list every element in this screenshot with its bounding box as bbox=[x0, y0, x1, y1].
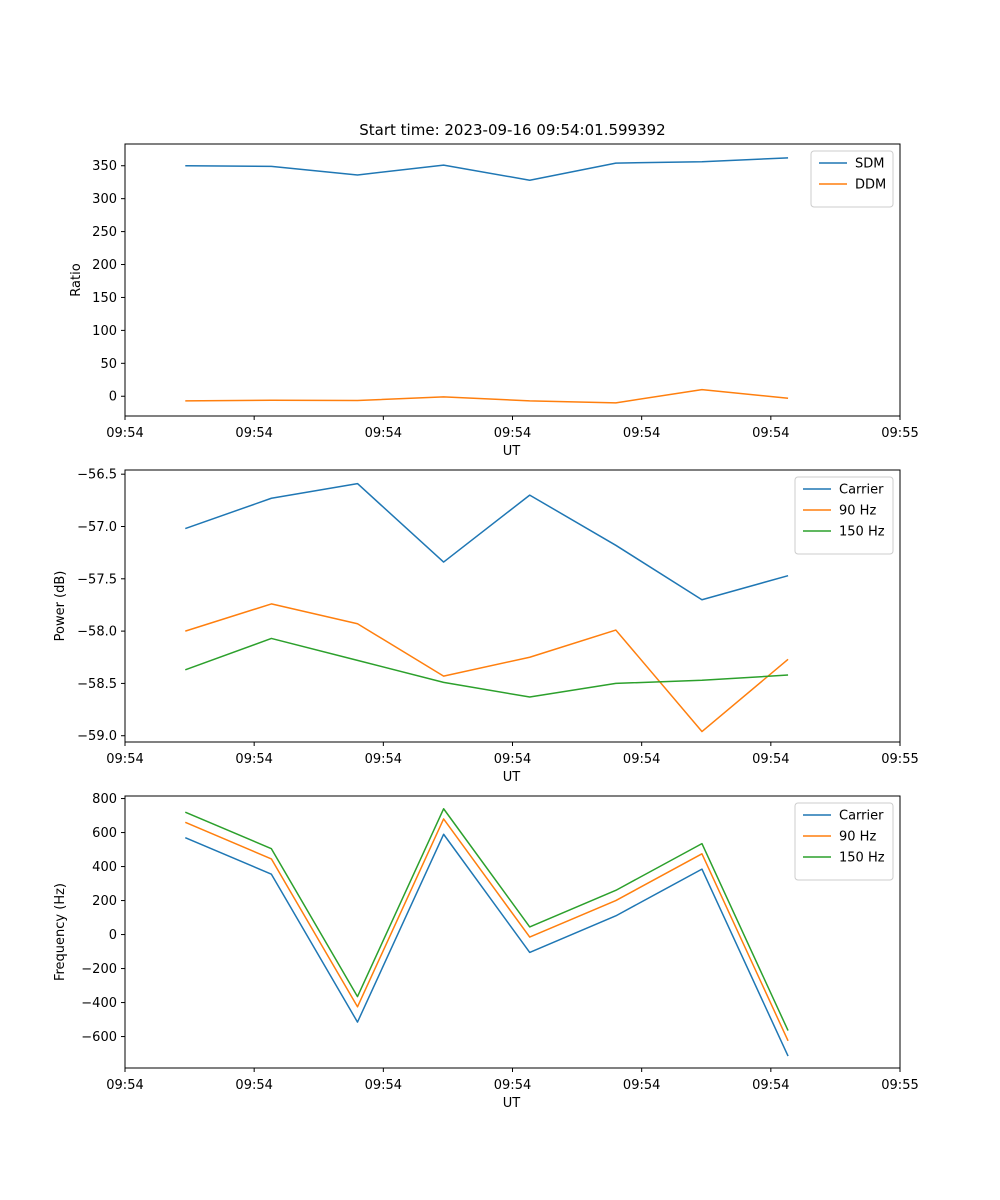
x-tick-label: 09:54 bbox=[106, 426, 143, 441]
y-tick-label: −200 bbox=[81, 962, 117, 977]
legend-label: Carrier bbox=[839, 483, 884, 498]
legend-label: SDM bbox=[855, 157, 884, 172]
legend-label: 90 Hz bbox=[839, 504, 876, 519]
legend-label: 150 Hz bbox=[839, 525, 885, 540]
x-tick-label: 09:54 bbox=[623, 1078, 660, 1093]
series-line-90-hz bbox=[184, 818, 789, 1042]
x-tick-label: 09:54 bbox=[494, 1078, 531, 1093]
legend-box bbox=[794, 476, 894, 555]
series-line-90-hz bbox=[185, 603, 789, 733]
x-tick-label: 09:55 bbox=[881, 1078, 918, 1093]
series-line-150-hz bbox=[184, 808, 789, 1031]
x-tick-label: 09:54 bbox=[365, 752, 402, 767]
y-tick-label: 600 bbox=[92, 826, 117, 841]
legend-box bbox=[794, 802, 894, 881]
y-tick-label: 400 bbox=[92, 860, 117, 875]
x-tick-label: 09:54 bbox=[365, 1078, 402, 1093]
axes-frame bbox=[124, 469, 901, 743]
series-line-sdm bbox=[185, 157, 789, 181]
chart-panel-1: Start time: 2023-09-16 09:54:01.599392 09… bbox=[69, 121, 919, 459]
x-tick-label: 09:54 bbox=[106, 1078, 143, 1093]
legend-label: DDM bbox=[855, 178, 886, 193]
y-tick-label: −600 bbox=[81, 1030, 117, 1045]
series-line-carrier bbox=[185, 482, 789, 601]
y-tick-label: −57.0 bbox=[77, 520, 117, 535]
y-tick-label: 800 bbox=[92, 792, 117, 807]
x-tick-label: 09:54 bbox=[365, 426, 402, 441]
x-tick-label: 09:54 bbox=[752, 752, 789, 767]
series-line-150-hz bbox=[185, 637, 789, 698]
x-tick-label: 09:54 bbox=[623, 426, 660, 441]
chart-title: Start time: 2023-09-16 09:54:01.599392 bbox=[359, 121, 665, 139]
y-tick-label: 200 bbox=[92, 258, 117, 273]
legend-label: Carrier bbox=[839, 809, 884, 824]
legend: SDM DDM bbox=[810, 150, 894, 208]
axes-frame bbox=[124, 143, 901, 417]
legend: Carrier 90 Hz 150 Hz bbox=[794, 476, 894, 555]
legend-label: 90 Hz bbox=[839, 830, 876, 845]
y-tick-label: −56.5 bbox=[77, 468, 117, 483]
y-axis-label: Ratio bbox=[69, 263, 84, 296]
axes-frame bbox=[124, 795, 901, 1069]
x-tick-label: 09:54 bbox=[494, 426, 531, 441]
x-tick-label: 09:54 bbox=[106, 752, 143, 767]
y-axis-label: Power (dB) bbox=[53, 571, 68, 642]
x-tick-label: 09:54 bbox=[235, 426, 272, 441]
chart-panel-2: 09:54 09:54 09:54 09:54 09:54 09:54 09:55 −59.0… bbox=[53, 468, 919, 785]
y-axis-label: Frequency (Hz) bbox=[53, 883, 68, 981]
x-tick-label: 09:54 bbox=[235, 1078, 272, 1093]
y-tick-label: 150 bbox=[92, 291, 117, 306]
y-tick-label: 0 bbox=[109, 928, 117, 943]
y-tick-label: 250 bbox=[92, 225, 117, 240]
y-tick-label: −58.5 bbox=[77, 677, 117, 692]
y-tick-label: −58.0 bbox=[77, 625, 117, 640]
x-axis-label: UT bbox=[503, 770, 521, 785]
x-tick-label: 09:55 bbox=[881, 752, 918, 767]
y-tick-label: −57.5 bbox=[77, 572, 117, 587]
x-tick-label: 09:54 bbox=[752, 1078, 789, 1093]
x-axis-label: UT bbox=[503, 444, 521, 459]
series-line-carrier bbox=[184, 833, 789, 1057]
x-tick-label: 09:54 bbox=[494, 752, 531, 767]
legend-label: 150 Hz bbox=[839, 851, 885, 866]
y-tick-label: 200 bbox=[92, 894, 117, 909]
chart-panel-3: 09:54 09:54 09:54 09:54 09:54 09:54 09:55 −600 −… bbox=[53, 792, 919, 1111]
y-tick-label: −400 bbox=[81, 996, 117, 1011]
series-line-ddm bbox=[185, 388, 789, 404]
y-tick-label: 350 bbox=[92, 159, 117, 174]
x-tick-label: 09:55 bbox=[881, 426, 918, 441]
y-tick-label: 100 bbox=[92, 324, 117, 339]
y-tick-label: −59.0 bbox=[77, 729, 117, 744]
legend-box bbox=[810, 150, 894, 208]
x-axis-label: UT bbox=[503, 1096, 521, 1111]
legend: Carrier 90 Hz 150 Hz bbox=[794, 802, 894, 881]
y-tick-label: 0 bbox=[109, 390, 117, 405]
y-tick-label: 50 bbox=[100, 357, 117, 372]
x-tick-label: 09:54 bbox=[623, 752, 660, 767]
x-tick-label: 09:54 bbox=[235, 752, 272, 767]
y-tick-label: 300 bbox=[92, 192, 117, 207]
x-tick-label: 09:54 bbox=[752, 426, 789, 441]
